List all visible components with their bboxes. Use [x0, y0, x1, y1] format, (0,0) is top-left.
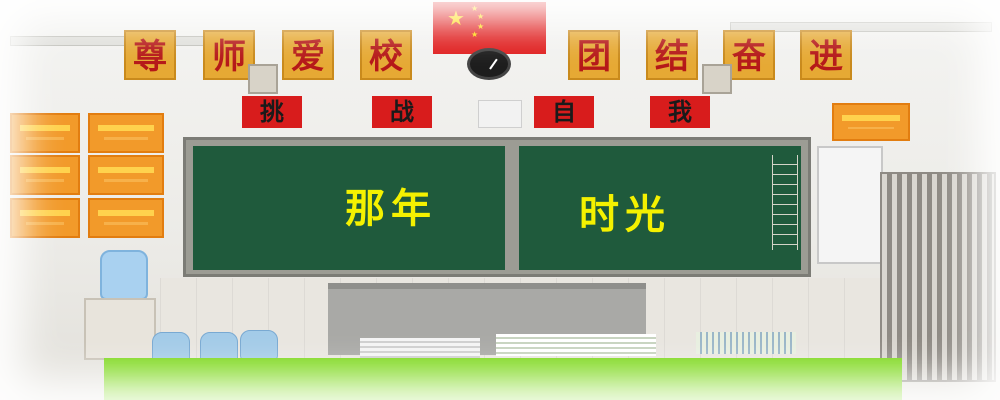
- banner-char-fen: 奋: [723, 30, 775, 80]
- flag-small-star-icon: ★: [477, 22, 485, 31]
- chalkboard-frame: [183, 137, 811, 277]
- national-flag: ★ ★ ★ ★ ★: [433, 2, 546, 54]
- flag-big-star-icon: ★: [447, 6, 465, 30]
- book-stack: [696, 332, 796, 354]
- ceiling-lamp-right: [730, 22, 992, 32]
- slogan-char-tiao: 挑: [242, 96, 302, 128]
- chalkboard-right: [519, 146, 801, 270]
- chalkboard-left: [193, 146, 505, 270]
- banner-char-xiao: 校: [360, 30, 412, 80]
- slogan-char-wo: 我: [650, 96, 710, 128]
- water-dispenser: [84, 298, 156, 360]
- board-title-right: 时光: [579, 191, 671, 238]
- flag-small-star-icon: ★: [471, 4, 479, 13]
- wall-speaker-icon: [702, 64, 732, 94]
- flag-small-star-icon: ★: [477, 12, 485, 21]
- book-stack: [496, 334, 656, 356]
- award-certificate: [88, 113, 164, 153]
- wall-clock-icon: [467, 48, 511, 80]
- flag-small-star-icon: ★: [471, 30, 479, 39]
- award-certificate: [88, 198, 164, 238]
- slogan-char-zhan: 战: [372, 96, 432, 128]
- award-certificate: [10, 113, 80, 153]
- board-title-left: 那年: [345, 185, 437, 232]
- banner-char-jie: 结: [646, 30, 698, 80]
- banner-char-shi: 师: [203, 30, 255, 80]
- award-certificate: [832, 103, 910, 141]
- notice-board: [817, 146, 883, 264]
- book-stack: [360, 338, 480, 360]
- award-certificate: [10, 155, 80, 195]
- banner-char-zun: 尊: [124, 30, 176, 80]
- water-jug-icon: [100, 250, 148, 300]
- banner-char-jin: 进: [800, 30, 852, 80]
- wall-speaker-icon: [248, 64, 278, 94]
- water-bottle-icon: [240, 330, 278, 360]
- award-certificate: [10, 198, 80, 238]
- green-banner-bar: [104, 358, 902, 400]
- award-certificate: [88, 155, 164, 195]
- banner-char-tuan: 团: [568, 30, 620, 80]
- metal-cabinet: [880, 172, 996, 382]
- banner-char-ai: 爱: [282, 30, 334, 80]
- board-grid: [772, 155, 798, 250]
- slogan-char-zi: 自: [534, 96, 594, 128]
- wall-box: [478, 100, 522, 128]
